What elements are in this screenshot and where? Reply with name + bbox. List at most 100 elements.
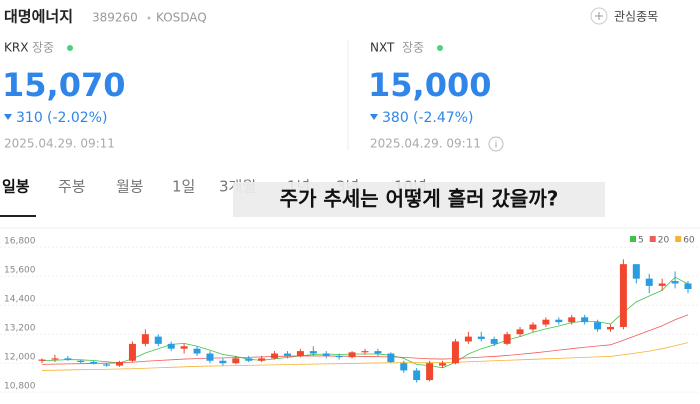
candle-body — [180, 346, 188, 349]
candle-body — [671, 281, 679, 284]
candle-body — [271, 353, 279, 359]
tab[interactable]: 1일 — [172, 178, 195, 196]
status: 장중 — [32, 41, 54, 55]
candle-body — [154, 336, 162, 344]
down-arrow — [4, 114, 12, 120]
candle-chart: 10,800 12,000 13,200 14,400 15,600 16,800 5 20 6… — [0, 236, 700, 393]
candle-body — [64, 358, 72, 360]
watch-button[interactable]: 관심종목 — [590, 7, 658, 25]
price: 15,000 — [368, 66, 491, 104]
candle-body — [413, 370, 421, 381]
y-tick-label: 16,800 — [4, 237, 36, 247]
legend-swatch — [630, 236, 636, 242]
candle-body — [348, 352, 356, 358]
percent: (-2.47%) — [413, 110, 473, 126]
exchange: KRX — [4, 41, 28, 55]
legend-label: 60 — [683, 236, 695, 246]
separator — [147, 16, 151, 20]
candle-body — [451, 341, 459, 364]
candle-body — [568, 317, 576, 323]
candle-body — [258, 358, 266, 361]
price: 15,070 — [2, 66, 125, 104]
time: 2025.04.29. 09:11 — [4, 137, 115, 151]
candle-body — [245, 358, 253, 361]
y-tick-label: 12,000 — [4, 353, 36, 363]
plus-sign — [595, 12, 603, 20]
candle-body — [555, 319, 563, 323]
legend-label: 20 — [658, 236, 670, 246]
candle-body — [684, 283, 692, 290]
candle-body — [426, 363, 434, 381]
legend-swatch — [675, 236, 682, 242]
y-tick-label: 14,400 — [4, 295, 36, 305]
candle-body — [464, 336, 472, 342]
candle-body — [400, 363, 408, 371]
market: KOSDAQ — [156, 11, 207, 25]
candle-body — [141, 334, 149, 344]
candle-body — [51, 358, 59, 360]
candle-body — [606, 326, 614, 330]
legend-label: 5 — [638, 236, 644, 246]
krx-quote: KRX 장중 15,070 310 (-2.02%) 2025.04.29. 0… — [2, 41, 125, 151]
candle-body — [632, 264, 640, 279]
candle-body — [439, 363, 447, 366]
candle-body — [594, 322, 602, 330]
tab[interactable]: 일봉 — [2, 178, 30, 196]
candle-body — [103, 364, 111, 366]
candle-body — [516, 329, 524, 335]
time: 2025.04.29. 09:11 — [370, 137, 481, 151]
candle-body — [542, 319, 550, 325]
change: 310 — [16, 110, 43, 126]
y-tick-label: 13,200 — [4, 324, 36, 334]
stock-name: 대명에너지 — [4, 8, 73, 26]
y-tick-label: 10,800 — [4, 382, 36, 392]
candle-body — [658, 283, 666, 286]
candle-body — [232, 358, 240, 364]
live-dot — [67, 45, 73, 51]
candle-body — [361, 351, 369, 353]
candle-body — [193, 348, 201, 354]
candle-body — [38, 359, 46, 361]
y-tick-label: 15,600 — [4, 266, 36, 276]
candle-body — [529, 324, 537, 330]
tab[interactable]: 주봉 — [58, 178, 86, 196]
candle-body — [374, 351, 382, 354]
candle-body — [387, 353, 395, 362]
candle-body — [128, 343, 136, 361]
status: 장중 — [402, 41, 424, 55]
percent: (-2.02%) — [47, 110, 107, 126]
moving-average-line — [41, 342, 689, 371]
candle-body — [581, 317, 589, 323]
candle-body — [309, 351, 317, 354]
overlay-banner — [233, 182, 605, 217]
live-dot — [437, 45, 443, 51]
candle-body — [335, 355, 343, 358]
candle-body — [77, 360, 85, 362]
legend-swatch — [649, 236, 656, 242]
candle-body — [477, 336, 485, 340]
tab[interactable]: 월봉 — [116, 178, 144, 196]
overlay-text: 주가 추세는 어떻게 흘러 갔을까? — [280, 187, 559, 211]
candle-body — [490, 339, 498, 344]
candle-body — [167, 343, 175, 349]
plus-icon — [590, 7, 608, 25]
change: 380 — [382, 110, 409, 126]
candle-body — [645, 278, 653, 286]
candle-body — [206, 353, 214, 361]
candle-body — [619, 264, 627, 327]
info-i: i — [495, 141, 498, 151]
nxt-quote: NXT 장중 15,000 380 (-2.47%) 2025.04.29. 0… — [368, 41, 504, 152]
candle-body — [90, 361, 98, 364]
candle-body — [322, 353, 330, 356]
watch-label: 관심종목 — [614, 10, 658, 24]
candle-body — [283, 353, 291, 356]
exchange: NXT — [370, 41, 395, 55]
candle-body — [219, 360, 227, 364]
candle-body — [296, 351, 304, 356]
candle-body — [116, 361, 124, 366]
candle-body — [503, 334, 511, 344]
moving-average-line — [41, 314, 689, 365]
stock-code: 389260 — [92, 11, 138, 25]
info-icon[interactable] — [488, 136, 504, 152]
